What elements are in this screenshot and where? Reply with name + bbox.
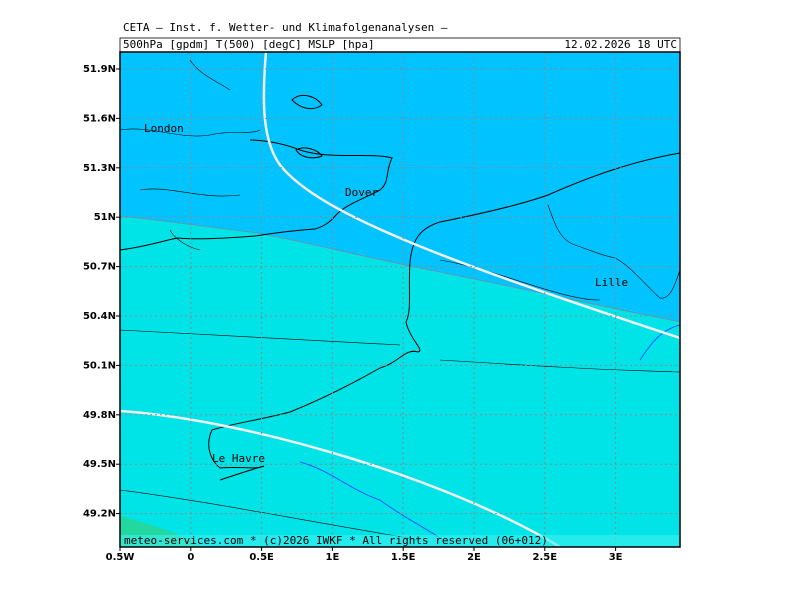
lon-tick-label: 1E xyxy=(326,552,340,563)
border-belgium xyxy=(547,204,681,299)
map-area: London Dover Lille Le Havre meteo-servic… xyxy=(119,51,681,549)
isobar xyxy=(262,51,681,340)
lat-tick-label: 49.5N xyxy=(83,459,116,470)
header-datetime: 12.02.2026 18 UTC xyxy=(564,38,677,51)
coastline-estuary xyxy=(291,94,323,159)
place-label: Lille xyxy=(595,276,628,289)
header-fields: 500hPa [gpdm] T(500) [degC] MSLP [hpa] xyxy=(123,38,375,51)
footer: meteo-services.com * (c)2026 IWKF * All … xyxy=(124,534,548,547)
lon-tick-label: 0.5W xyxy=(106,552,135,563)
lat-tick-label: 50.4N xyxy=(83,311,116,322)
river-seine xyxy=(299,461,441,539)
lat-tick-label: 51.6N xyxy=(83,113,116,124)
footer-band xyxy=(120,535,680,547)
place-label: London xyxy=(144,122,184,135)
lat-tick-label: 51N xyxy=(94,212,116,223)
lat-tick-label: 51.3N xyxy=(83,163,116,174)
lon-tick-label: 0.5E xyxy=(249,552,274,563)
place-label: Dover xyxy=(345,186,378,199)
header-title: CETA — Inst. f. Wetter- und Klimafolgena… xyxy=(123,21,448,34)
river xyxy=(639,324,681,361)
lat-tick-label: 50.7N xyxy=(83,262,116,273)
map-frame xyxy=(119,51,681,548)
coastline-france xyxy=(208,152,681,481)
lat-tick-label: 51.9N xyxy=(83,64,116,75)
lon-tick-label: 0 xyxy=(187,552,194,563)
lon-tick-label: 2E xyxy=(467,552,481,563)
coastline-england xyxy=(119,139,393,251)
isobar xyxy=(119,409,561,549)
temperature-zone-blue xyxy=(120,52,680,322)
lat-tick-label: 49.8N xyxy=(83,410,116,421)
lon-tick-label: 3E xyxy=(609,552,623,563)
lat-tick-label: 49.2N xyxy=(83,509,116,520)
zone-boundary xyxy=(119,215,681,323)
lat-tick-label: 50.1N xyxy=(83,360,116,371)
place-label: Le Havre xyxy=(212,452,265,465)
lon-tick-label: 2.5E xyxy=(533,552,558,563)
lon-tick-label: 1.5E xyxy=(391,552,416,563)
